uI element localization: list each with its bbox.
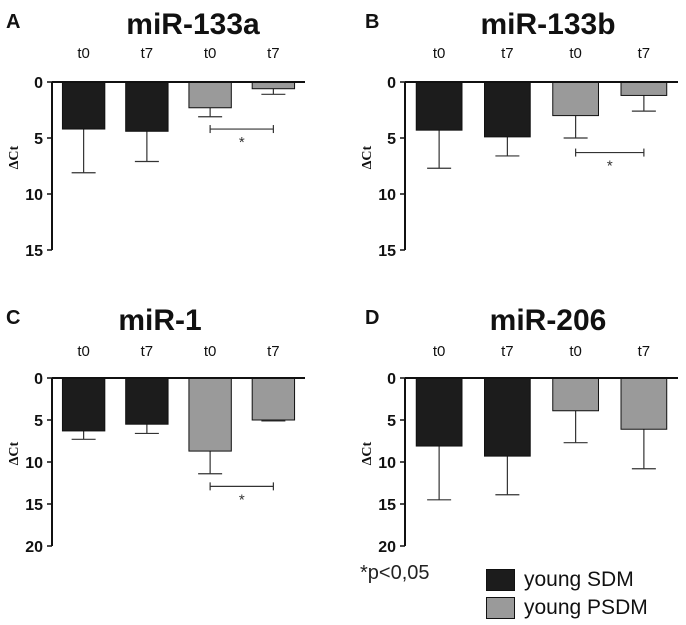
x-tick-label-d-1: t7 <box>501 343 514 360</box>
x-tick-label-c-2: t0 <box>204 343 217 360</box>
bar-a-3 <box>251 81 296 90</box>
sig-star-a: * <box>239 134 245 151</box>
bar-b-2 <box>552 81 599 117</box>
x-tick-label-b-1: t7 <box>501 45 514 62</box>
bar-a-0 <box>61 81 106 130</box>
significance-note: *p<0,05 <box>360 562 430 584</box>
y-tick-label-c-1: 5 <box>34 413 43 430</box>
chart-title-c: miR-1 <box>118 304 201 337</box>
legend-item-sdm: young SDM <box>486 566 681 594</box>
y-tick-label-d-1: 5 <box>387 413 396 430</box>
bar-c-3 <box>251 377 296 421</box>
x-tick-label-b-0: t0 <box>433 45 446 62</box>
y-axis-label-a: ΔCt <box>7 145 22 169</box>
chart-title-a: miR-133a <box>126 8 260 41</box>
y-tick-label-a-1: 5 <box>34 131 43 148</box>
x-tick-label-c-3: t7 <box>267 343 280 360</box>
x-tick-label-c-1: t7 <box>141 343 154 360</box>
legend-swatch-sdm <box>486 569 515 591</box>
y-tick-label-b-2: 10 <box>378 187 396 204</box>
panel-letter-c: C <box>6 307 20 329</box>
panel-letter-a: A <box>6 11 20 33</box>
y-tick-label-a-0: 0 <box>34 75 43 92</box>
y-tick-label-c-0: 0 <box>34 371 43 388</box>
y-axis-label-b: ΔCt <box>360 145 375 169</box>
y-tick-label-c-3: 15 <box>25 497 43 514</box>
bar-d-2 <box>552 377 599 412</box>
sig-star-b: * <box>607 158 613 175</box>
y-axis-label-c: ΔCt <box>7 441 22 465</box>
x-tick-label-a-2: t0 <box>204 45 217 62</box>
bar-d-0 <box>415 377 463 447</box>
x-tick-label-b-3: t7 <box>638 45 651 62</box>
x-tick-label-d-3: t7 <box>638 343 651 360</box>
sig-star-c: * <box>239 491 245 508</box>
x-tick-label-c-0: t0 <box>77 343 90 360</box>
x-tick-label-b-2: t0 <box>569 45 582 62</box>
y-tick-label-c-2: 10 <box>25 455 43 472</box>
bar-b-1 <box>484 81 531 138</box>
legend-swatch-psdm <box>486 597 515 619</box>
x-tick-label-d-2: t0 <box>569 343 582 360</box>
bar-c-1 <box>125 377 169 425</box>
bar-d-3 <box>620 377 668 430</box>
legend-label-sdm: young SDM <box>524 568 634 591</box>
x-tick-label-a-0: t0 <box>77 45 90 62</box>
x-tick-label-d-0: t0 <box>433 343 446 360</box>
bar-c-0 <box>61 377 106 432</box>
y-tick-label-d-3: 15 <box>378 497 396 514</box>
chart-title-b: miR-133b <box>480 8 615 41</box>
legend: young SDM young PSDM <box>486 566 681 622</box>
panel-letter-d: D <box>365 307 379 329</box>
y-tick-label-d-4: 20 <box>378 539 396 556</box>
chart-title-d: miR-206 <box>490 304 607 337</box>
x-tick-label-a-3: t7 <box>267 45 280 62</box>
y-tick-label-b-3: 15 <box>378 243 396 260</box>
bar-d-1 <box>484 377 531 457</box>
y-tick-label-a-3: 15 <box>25 243 43 260</box>
bar-b-3 <box>620 81 668 96</box>
bar-c-2 <box>188 377 232 452</box>
y-tick-label-d-2: 10 <box>378 455 396 472</box>
bar-b-0 <box>415 81 463 131</box>
legend-item-psdm: young PSDM <box>486 594 681 622</box>
bar-a-2 <box>188 81 232 109</box>
panel-letter-b: B <box>365 11 379 33</box>
x-tick-label-a-1: t7 <box>141 45 154 62</box>
y-tick-label-b-0: 0 <box>387 75 396 92</box>
y-tick-label-b-1: 5 <box>387 131 396 148</box>
y-tick-label-d-0: 0 <box>387 371 396 388</box>
legend-label-psdm: young PSDM <box>524 596 648 619</box>
bar-a-1 <box>125 81 169 132</box>
y-tick-label-a-2: 10 <box>25 187 43 204</box>
y-tick-label-c-4: 20 <box>25 539 43 556</box>
y-axis-label-d: ΔCt <box>360 441 375 465</box>
